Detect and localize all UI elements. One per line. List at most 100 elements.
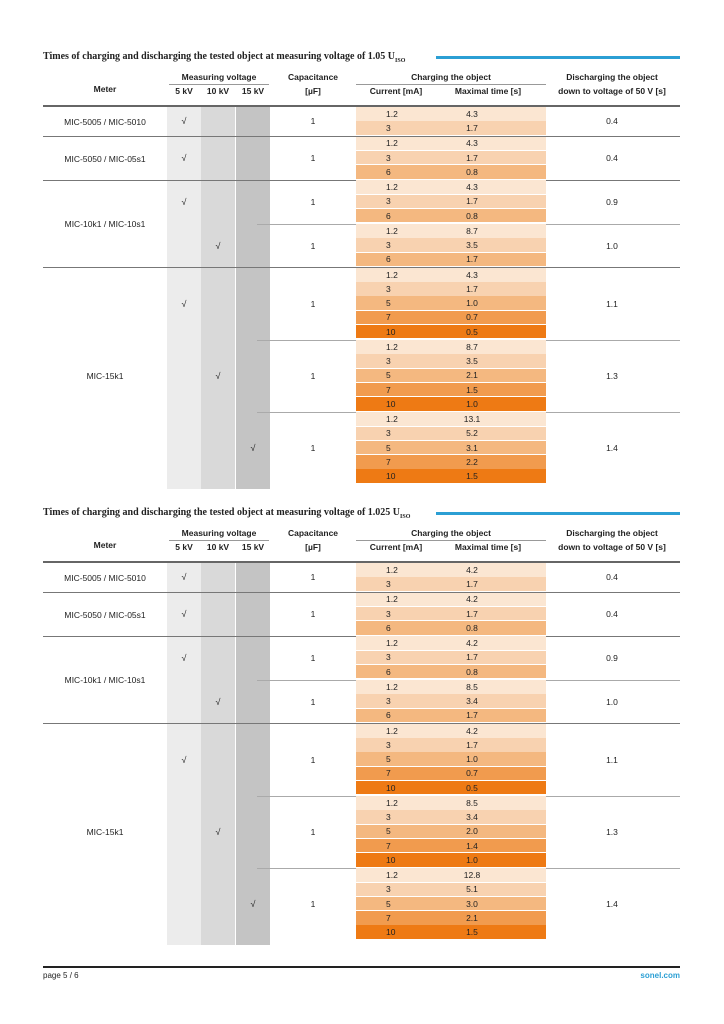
current-value: 7 bbox=[386, 912, 391, 923]
discharge-time-value: 0.4 bbox=[606, 152, 618, 163]
charging-row: 7 2.2 bbox=[356, 455, 546, 469]
charging-row: 10 1.5 bbox=[356, 925, 546, 939]
discharge-time-value: 1.1 bbox=[606, 754, 618, 765]
max-time-value: 2.1 bbox=[466, 912, 478, 923]
column-5kv-bg bbox=[167, 563, 201, 945]
current-value: 3 bbox=[386, 240, 391, 251]
charging-row: 1.2 4.2 bbox=[356, 592, 546, 607]
capacitance-value: 1 bbox=[310, 608, 316, 619]
current-value: 7 bbox=[386, 768, 391, 779]
max-time-value: 1.4 bbox=[466, 840, 478, 851]
charging-row: 6 0.8 bbox=[356, 208, 546, 223]
current-value: 1.2 bbox=[386, 564, 398, 575]
capacitance-value: 1 bbox=[310, 572, 316, 583]
max-time-value: 4.2 bbox=[466, 638, 478, 649]
charging-row: 1.2 4.3 bbox=[356, 136, 546, 151]
capacitance-value: 1 bbox=[310, 754, 316, 765]
max-time-value: 1.7 bbox=[466, 122, 478, 133]
capacitance-value: 1 bbox=[310, 196, 316, 207]
max-time-value: 12.8 bbox=[463, 870, 481, 881]
current-value: 6 bbox=[386, 210, 391, 221]
section-title: Times of charging and discharging the te… bbox=[43, 50, 405, 64]
charging-row: 1.2 8.5 bbox=[356, 796, 546, 810]
discharge-time-value: 1.1 bbox=[606, 298, 618, 309]
max-time-value: 3.4 bbox=[466, 812, 478, 823]
max-time-value: 1.0 bbox=[466, 298, 478, 309]
current-value: 3 bbox=[386, 578, 391, 589]
charging-row: 1.2 4.3 bbox=[356, 268, 546, 282]
current-value: 5 bbox=[386, 898, 391, 909]
current-value: 7 bbox=[386, 840, 391, 851]
meter-name: MIC-10k1 / MIC-10s1 bbox=[64, 219, 146, 230]
charging-row: 5 2.1 bbox=[356, 368, 546, 383]
column-15kv-bg bbox=[236, 107, 270, 489]
charging-row: 3 1.7 bbox=[356, 606, 546, 621]
voltage-check-mark: √ bbox=[181, 196, 187, 207]
current-value: 10 bbox=[386, 398, 396, 409]
current-value: 10 bbox=[386, 854, 396, 865]
header-rule-charging bbox=[356, 540, 546, 541]
column-10kv-bg bbox=[201, 107, 235, 489]
max-time-value: 0.5 bbox=[466, 782, 478, 793]
max-time-value: 1.5 bbox=[466, 470, 478, 481]
charging-row: 3 5.2 bbox=[356, 426, 546, 441]
group-separator bbox=[257, 223, 680, 225]
charging-row: 3 1.7 bbox=[356, 577, 546, 591]
current-value: 10 bbox=[386, 470, 396, 481]
voltage-check-mark: √ bbox=[250, 898, 256, 909]
voltage-check-mark: √ bbox=[215, 240, 221, 251]
discharge-time-value: 0.4 bbox=[606, 116, 618, 127]
current-value: 6 bbox=[386, 710, 391, 721]
header-15kv: 15 kV bbox=[241, 86, 265, 96]
charging-row: 3 1.7 bbox=[356, 194, 546, 209]
charging-row: 10 1.0 bbox=[356, 853, 546, 867]
discharge-time-value: 1.0 bbox=[606, 240, 618, 251]
max-time-value: 2.2 bbox=[466, 456, 478, 467]
capacitance-value: 1 bbox=[310, 370, 316, 381]
max-time-value: 2.1 bbox=[466, 370, 478, 381]
brand-link[interactable]: sonel.com bbox=[640, 971, 680, 980]
max-time-value: 3.1 bbox=[466, 442, 478, 453]
voltage-check-mark: √ bbox=[181, 608, 187, 619]
charging-row: 1.2 8.7 bbox=[356, 340, 546, 354]
discharge-time-value: 1.3 bbox=[606, 370, 618, 381]
charging-row: 3 3.5 bbox=[356, 354, 546, 368]
charging-row: 5 1.0 bbox=[356, 296, 546, 310]
section-title-subscript: ISO bbox=[400, 513, 411, 520]
capacitance-value: 1 bbox=[310, 116, 316, 127]
max-time-value: 4.3 bbox=[466, 138, 478, 149]
current-value: 3 bbox=[386, 652, 391, 663]
charging-row: 1.2 4.2 bbox=[356, 724, 546, 738]
max-time-value: 3.0 bbox=[466, 898, 478, 909]
page-number: page 5 / 6 bbox=[43, 971, 79, 980]
current-value: 3 bbox=[386, 739, 391, 750]
max-time-value: 4.2 bbox=[466, 564, 478, 575]
max-time-value: 1.7 bbox=[466, 652, 478, 663]
charging-row: 3 1.7 bbox=[356, 121, 546, 135]
current-value: 1.2 bbox=[386, 638, 398, 649]
meter-name: MIC-5050 / MIC-05s1 bbox=[64, 609, 146, 620]
voltage-check-mark: √ bbox=[181, 754, 187, 765]
charging-row: 10 1.0 bbox=[356, 397, 546, 411]
max-time-value: 2.0 bbox=[466, 826, 478, 837]
current-value: 1.2 bbox=[386, 797, 398, 808]
voltage-check-mark: √ bbox=[181, 116, 187, 127]
footer-divider bbox=[43, 966, 680, 968]
charging-row: 7 0.7 bbox=[356, 310, 546, 325]
section-title: Times of charging and discharging the te… bbox=[43, 506, 410, 520]
charging-row: 7 0.7 bbox=[356, 766, 546, 781]
current-value: 6 bbox=[386, 254, 391, 265]
max-time-value: 1.0 bbox=[466, 854, 478, 865]
max-time-value: 3.5 bbox=[466, 356, 478, 367]
current-value: 10 bbox=[386, 926, 396, 937]
charging-row: 10 0.5 bbox=[356, 780, 546, 795]
charging-row: 6 0.8 bbox=[356, 664, 546, 679]
charging-row: 5 1.0 bbox=[356, 752, 546, 766]
charging-row: 1.2 12.8 bbox=[356, 868, 546, 882]
charging-row: 6 0.8 bbox=[356, 621, 546, 635]
current-value: 10 bbox=[386, 326, 396, 337]
current-value: 7 bbox=[386, 312, 391, 323]
max-time-value: 1.7 bbox=[466, 283, 478, 294]
max-time-value: 1.7 bbox=[466, 608, 478, 619]
max-time-value: 1.5 bbox=[466, 926, 478, 937]
